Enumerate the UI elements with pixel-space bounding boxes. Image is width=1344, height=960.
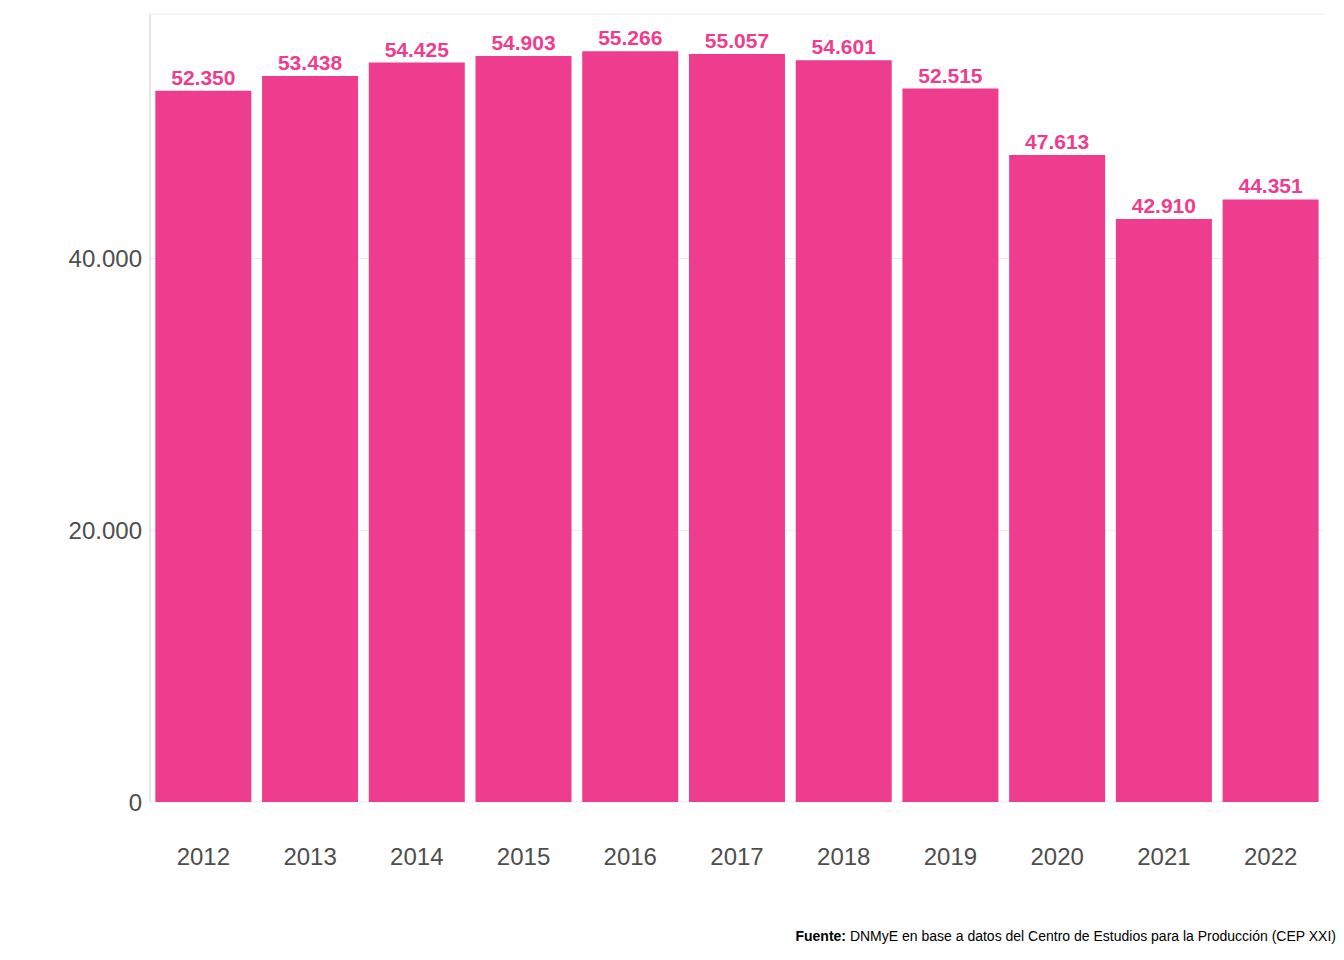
svg-text:20.000: 20.000 — [69, 517, 142, 544]
svg-text:52.515: 52.515 — [918, 64, 983, 87]
svg-text:54.601: 54.601 — [812, 35, 877, 58]
svg-text:0: 0 — [129, 789, 142, 816]
svg-text:2022: 2022 — [1244, 843, 1297, 870]
svg-text:55.266: 55.266 — [598, 26, 662, 49]
svg-text:53.438: 53.438 — [278, 51, 343, 74]
svg-text:2021: 2021 — [1137, 843, 1190, 870]
html-text:Fuente: DNMyE en base a datos: Fuente: DNMyE en base a datos del Centro… — [795, 928, 1336, 944]
svg-text:54.425: 54.425 — [385, 38, 450, 61]
svg-text:54.903: 54.903 — [491, 31, 555, 54]
svg-text:2018: 2018 — [817, 843, 870, 870]
svg-text:2016: 2016 — [604, 843, 657, 870]
svg-text:52.350: 52.350 — [171, 66, 235, 89]
svg-text:44.351: 44.351 — [1238, 174, 1303, 197]
svg-text:42.910: 42.910 — [1132, 194, 1196, 217]
svg-text:2015: 2015 — [497, 843, 550, 870]
svg-text:2014: 2014 — [390, 843, 443, 870]
svg-text:47.613: 47.613 — [1025, 130, 1089, 153]
svg-text:2020: 2020 — [1030, 843, 1083, 870]
svg-text:2013: 2013 — [283, 843, 336, 870]
svg-text:55.057: 55.057 — [705, 29, 769, 52]
svg-text:2019: 2019 — [924, 843, 977, 870]
svg-text:40.000: 40.000 — [69, 245, 142, 272]
svg-text:2012: 2012 — [177, 843, 230, 870]
svg-text:2017: 2017 — [710, 843, 763, 870]
